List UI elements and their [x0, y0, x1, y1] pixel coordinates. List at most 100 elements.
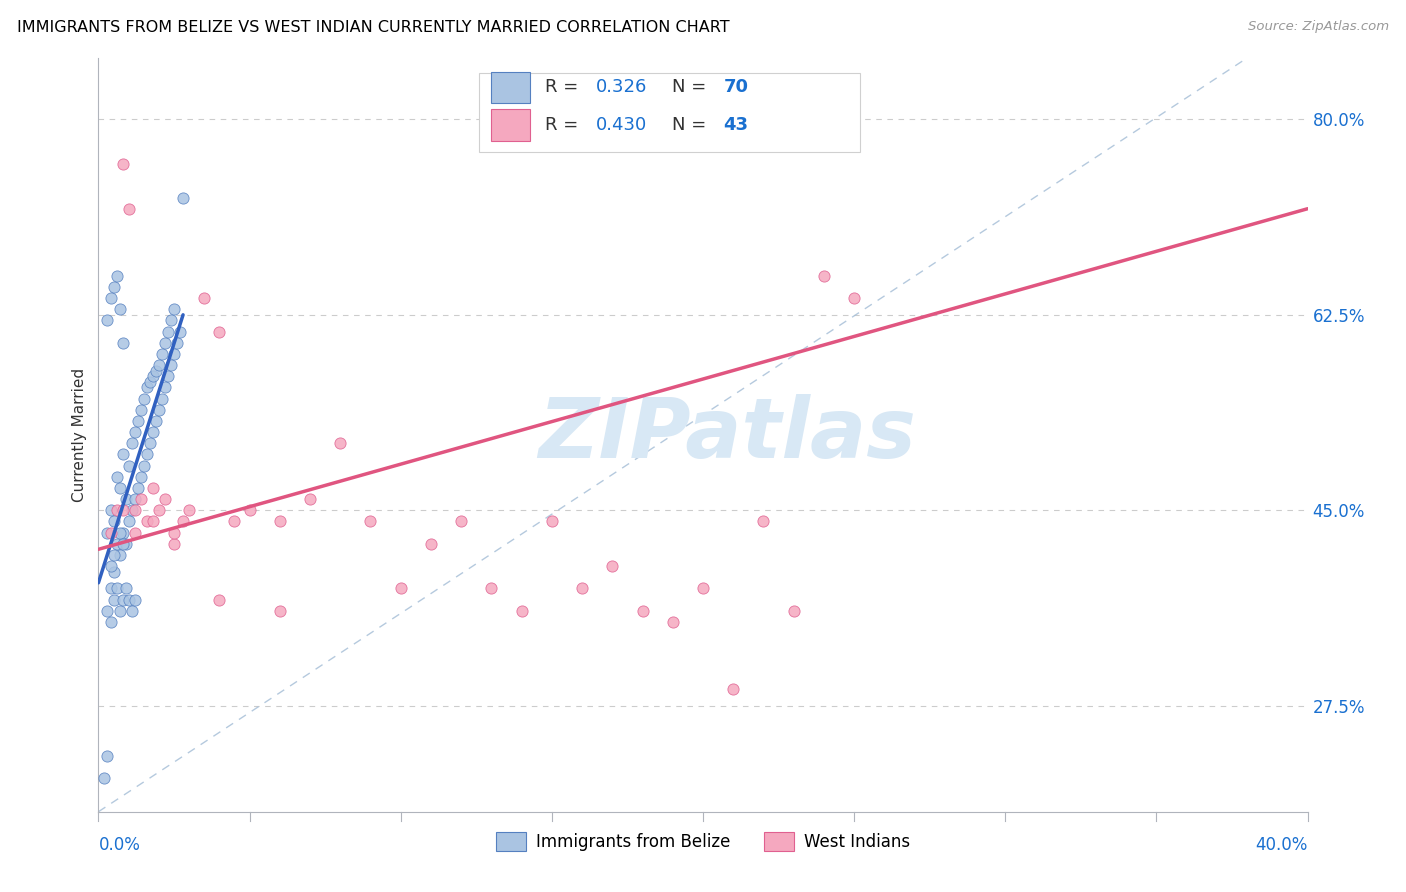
Point: [148, 402, 170, 417]
Point: [129, 402, 152, 417]
Point: [208, 592, 231, 607]
Point: [100, 559, 122, 574]
Point: [121, 604, 143, 618]
Point: [111, 592, 134, 607]
Point: [105, 503, 128, 517]
Point: [420, 537, 443, 551]
Point: [844, 291, 866, 305]
Point: [103, 565, 125, 579]
Point: [172, 190, 194, 204]
Point: [124, 425, 146, 439]
Point: [108, 481, 131, 495]
Point: [100, 525, 122, 540]
Point: [163, 347, 186, 361]
Point: [156, 369, 179, 384]
Point: [93, 771, 115, 785]
Point: [100, 615, 122, 629]
Point: [96, 604, 118, 618]
Point: [571, 582, 593, 596]
Point: [129, 469, 152, 483]
Point: [166, 335, 188, 350]
Point: [153, 335, 176, 350]
Point: [127, 481, 149, 495]
Point: [269, 604, 291, 618]
Point: [239, 503, 262, 517]
Point: [148, 358, 170, 372]
Text: IMMIGRANTS FROM BELIZE VS WEST INDIAN CURRENTLY MARRIED CORRELATION CHART: IMMIGRANTS FROM BELIZE VS WEST INDIAN CU…: [17, 20, 730, 35]
Point: [100, 503, 122, 517]
Point: [111, 503, 134, 517]
Point: [114, 491, 136, 506]
Point: [111, 537, 134, 551]
Point: [124, 503, 146, 517]
Point: [148, 503, 170, 517]
Point: [100, 291, 122, 305]
Point: [163, 537, 186, 551]
Point: [360, 515, 382, 529]
Point: [118, 202, 141, 216]
Text: ZIPatlas: ZIPatlas: [538, 394, 917, 475]
Point: [139, 436, 162, 450]
Point: [111, 525, 134, 540]
Point: [100, 582, 122, 596]
Point: [103, 548, 125, 562]
Point: [389, 582, 412, 596]
Point: [96, 313, 118, 327]
Point: [121, 436, 143, 450]
Text: Source: ZipAtlas.com: Source: ZipAtlas.com: [1249, 20, 1389, 33]
Text: N =: N =: [672, 78, 711, 96]
Point: [135, 380, 157, 394]
Point: [813, 268, 835, 283]
Point: [299, 491, 322, 506]
Point: [160, 313, 183, 327]
Point: [108, 604, 131, 618]
Point: [153, 491, 176, 506]
Text: 0.326: 0.326: [595, 78, 647, 96]
Point: [96, 748, 118, 763]
Point: [121, 503, 143, 517]
Point: [108, 525, 131, 540]
Point: [111, 335, 134, 350]
Point: [103, 515, 125, 529]
Point: [481, 582, 503, 596]
Point: [631, 604, 654, 618]
Point: [163, 302, 186, 317]
Point: [510, 604, 533, 618]
Point: [172, 515, 194, 529]
Point: [108, 302, 131, 317]
FancyBboxPatch shape: [492, 71, 530, 103]
Text: R =: R =: [544, 78, 583, 96]
Point: [150, 392, 173, 406]
Point: [105, 537, 128, 551]
Point: [124, 592, 146, 607]
Text: 0.0%: 0.0%: [98, 837, 141, 855]
Point: [111, 157, 134, 171]
Point: [114, 582, 136, 596]
Text: 70: 70: [724, 78, 748, 96]
Point: [127, 414, 149, 428]
Point: [783, 604, 806, 618]
Text: R =: R =: [544, 116, 583, 134]
Point: [145, 414, 167, 428]
Point: [752, 515, 775, 529]
Point: [111, 447, 134, 461]
Text: 40.0%: 40.0%: [1256, 837, 1308, 855]
Point: [132, 458, 155, 473]
Point: [602, 559, 624, 574]
Point: [118, 592, 141, 607]
Point: [156, 325, 179, 339]
Point: [179, 503, 201, 517]
Point: [169, 325, 191, 339]
Point: [269, 515, 291, 529]
Point: [139, 375, 162, 389]
Point: [124, 491, 146, 506]
Point: [105, 268, 128, 283]
Point: [142, 481, 165, 495]
Point: [692, 582, 714, 596]
Legend: Immigrants from Belize, West Indians: Immigrants from Belize, West Indians: [489, 825, 917, 857]
Point: [114, 537, 136, 551]
Point: [150, 347, 173, 361]
Point: [118, 515, 141, 529]
Point: [132, 392, 155, 406]
Point: [129, 491, 152, 506]
